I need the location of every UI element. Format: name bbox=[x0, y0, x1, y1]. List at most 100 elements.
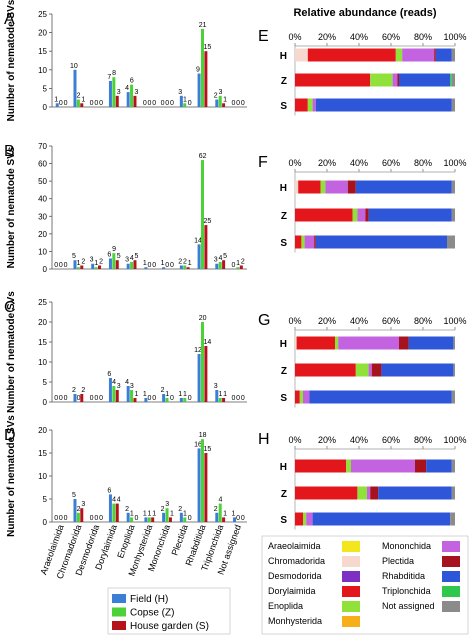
x-tick-label: 0% bbox=[288, 316, 301, 326]
panel-letter: B bbox=[4, 143, 15, 160]
bar-value-label: 1 bbox=[143, 260, 147, 267]
stacked-segment bbox=[298, 180, 321, 194]
legend-swatch bbox=[342, 571, 360, 582]
stacked-segment bbox=[450, 73, 452, 87]
legend-swatch bbox=[112, 607, 126, 617]
y-tick-label: 40 bbox=[38, 195, 47, 204]
bar-value-label: 0 bbox=[94, 395, 98, 402]
legend-swatch bbox=[442, 586, 460, 597]
bar-value-label: 15 bbox=[203, 446, 211, 453]
bar-value-label: 0 bbox=[143, 100, 147, 107]
stacked-segment bbox=[357, 208, 366, 222]
bar bbox=[165, 398, 169, 402]
stacked-segment bbox=[352, 208, 358, 222]
legend-label: Triplonchida bbox=[382, 586, 431, 596]
x-tick-label: 60% bbox=[382, 435, 400, 445]
stacked-segment bbox=[320, 180, 326, 194]
bar-value-label: 5 bbox=[135, 253, 139, 260]
stacked-segment bbox=[453, 363, 455, 377]
bar-value-label: 8 bbox=[112, 70, 116, 77]
bar bbox=[112, 253, 116, 269]
bar-value-label: 0 bbox=[231, 100, 235, 107]
bar-value-label: 21 bbox=[199, 22, 207, 29]
bar bbox=[200, 160, 204, 269]
y-tick-label: 20 bbox=[38, 230, 47, 239]
legend-swatch bbox=[342, 601, 360, 612]
bar-value-label: 0 bbox=[90, 515, 94, 522]
stacked-segment bbox=[426, 459, 452, 473]
bar bbox=[215, 512, 219, 522]
bar-value-label: 1 bbox=[135, 391, 139, 398]
y-tick-label: 25 bbox=[38, 10, 47, 19]
bar bbox=[183, 517, 187, 522]
bar bbox=[162, 394, 166, 402]
bar-value-label: 0 bbox=[99, 515, 103, 522]
y-tick-label: 15 bbox=[38, 47, 47, 56]
legend-swatch bbox=[112, 594, 126, 603]
y-tick-label: 20 bbox=[38, 318, 47, 327]
bar-value-label: 0 bbox=[165, 262, 169, 269]
bar bbox=[144, 517, 148, 522]
stacked-segment bbox=[335, 336, 339, 350]
bar-value-label: 2 bbox=[161, 506, 165, 513]
y-tick-label: 5 bbox=[43, 495, 48, 504]
stacked-segment bbox=[367, 486, 371, 500]
bar bbox=[144, 398, 148, 402]
stacked-segment bbox=[451, 48, 455, 62]
bar-value-label: 5 bbox=[223, 253, 227, 260]
bar-value-label: 4 bbox=[117, 497, 121, 504]
bar-value-label: 3 bbox=[214, 383, 218, 390]
bar-value-label: 0 bbox=[188, 395, 192, 402]
bar-value-label: 3 bbox=[135, 89, 139, 96]
bar bbox=[76, 99, 80, 107]
bar-value-label: 18 bbox=[199, 432, 207, 439]
x-tick-label: 0% bbox=[288, 158, 301, 168]
bar-value-label: 0 bbox=[59, 100, 63, 107]
stacked-segment bbox=[303, 390, 310, 404]
bar bbox=[186, 267, 190, 269]
bar bbox=[126, 386, 130, 402]
bar-value-label: 1 bbox=[77, 260, 81, 267]
bar bbox=[168, 517, 172, 522]
stacked-segment bbox=[295, 486, 358, 500]
legend-label: Not assigned bbox=[382, 601, 435, 611]
stacked-segment bbox=[355, 363, 369, 377]
bar bbox=[222, 398, 226, 402]
legend-swatch bbox=[342, 586, 360, 597]
stacked-segment bbox=[295, 235, 302, 249]
bar bbox=[130, 390, 134, 402]
stacked-segment bbox=[301, 235, 305, 249]
bar bbox=[115, 260, 119, 269]
bar bbox=[80, 394, 84, 402]
bar bbox=[126, 512, 130, 522]
panel-letter: H bbox=[258, 431, 270, 448]
bar bbox=[112, 503, 116, 522]
legend-label: Rhabditida bbox=[382, 571, 425, 581]
bar-value-label: 1 bbox=[236, 260, 240, 267]
bar-value-label: 6 bbox=[130, 78, 134, 85]
stacked-segment bbox=[295, 73, 371, 87]
stacked-segment bbox=[295, 363, 356, 377]
stacked-segment bbox=[312, 98, 316, 112]
y-tick-label: 15 bbox=[38, 338, 47, 347]
bar bbox=[197, 73, 201, 107]
bar-value-label: 2 bbox=[125, 506, 129, 513]
bar-value-label: 0 bbox=[152, 100, 156, 107]
y-tick-label: 20 bbox=[38, 426, 47, 435]
stacked-segment bbox=[347, 180, 356, 194]
y-axis-label: Number of nematode SVs bbox=[6, 0, 17, 121]
stacked-segment bbox=[447, 235, 455, 249]
bar-value-label: 0 bbox=[236, 515, 240, 522]
bar bbox=[162, 267, 166, 269]
bar-value-label: 2 bbox=[178, 506, 182, 513]
bar bbox=[179, 95, 183, 107]
bar-value-label: 1 bbox=[152, 510, 156, 517]
bar-value-label: 3 bbox=[90, 257, 94, 264]
bar-value-label: 1 bbox=[223, 510, 227, 517]
bar-value-label: 0 bbox=[135, 515, 139, 522]
stacked-segment bbox=[450, 512, 455, 526]
bar bbox=[183, 103, 187, 107]
stacked-segment bbox=[307, 98, 313, 112]
y-tick-label: 50 bbox=[38, 177, 47, 186]
